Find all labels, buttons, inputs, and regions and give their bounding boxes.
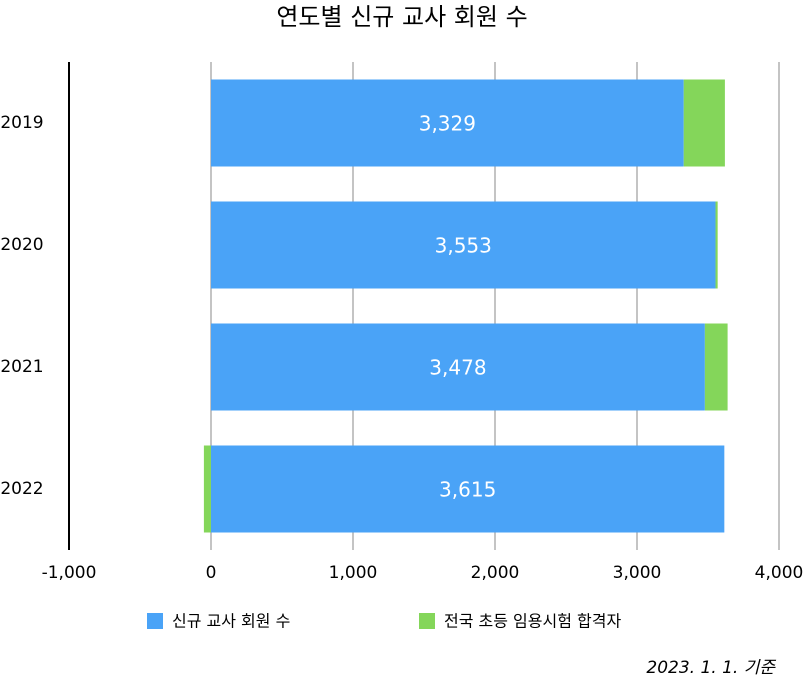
x-tick-label: 0	[206, 563, 217, 583]
legend-label: 전국 초등 임용시험 합격자	[444, 612, 621, 631]
chart-title: 연도별 신규 교사 회원 수	[276, 3, 527, 31]
y-tick-label: 2019	[0, 113, 43, 133]
note: 2023. 1. 1. 기준	[646, 658, 776, 678]
value-label: 3,329	[419, 112, 476, 136]
bar-segment	[715, 201, 718, 289]
value-label: 3,478	[429, 356, 486, 380]
y-tick-label: 2020	[0, 235, 43, 255]
x-tick-label: 2,000	[471, 563, 520, 583]
bar-segment	[211, 323, 705, 411]
y-tick-label: 2021	[0, 357, 43, 377]
x-tick-label: 3,000	[613, 563, 662, 583]
legend-swatch	[147, 613, 163, 629]
x-tick-label: 1,000	[329, 563, 378, 583]
legend-label: 신규 교사 회원 수	[172, 612, 290, 631]
legend-swatch	[419, 613, 435, 629]
bar-segment	[203, 445, 211, 533]
bar-segment	[211, 79, 684, 167]
bar-segment	[683, 79, 725, 167]
value-label: 3,615	[439, 478, 496, 502]
x-tick-label: -1,000	[42, 563, 97, 583]
y-tick-label: 2022	[0, 479, 43, 499]
bar-segment	[211, 445, 725, 533]
value-label: 3,553	[435, 234, 492, 258]
x-tick-label: 4,000	[755, 563, 804, 583]
bar-segment	[704, 323, 728, 411]
bar-segment	[211, 201, 716, 289]
